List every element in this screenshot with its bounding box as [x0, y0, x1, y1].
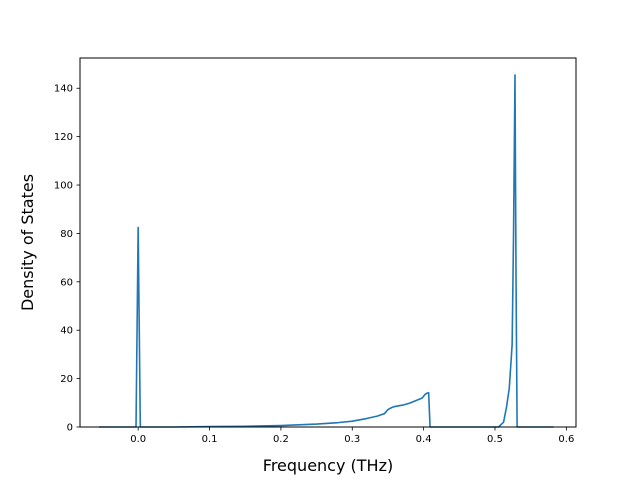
- ticks-layer: 0.0 0.1 0.2 0.3 0.4 0.5 0.6 0 20 40 60 80 100 120 140: [54, 84, 574, 445]
- series-layer: [98, 74, 554, 428]
- y-tick-label: 120: [54, 132, 73, 143]
- x-tick-label: 0.5: [487, 434, 503, 445]
- y-tick-label: 20: [60, 374, 73, 385]
- x-tick-label: 0.6: [558, 434, 574, 445]
- x-tick-label: 0.0: [130, 434, 146, 445]
- y-tick-label: 80: [60, 229, 73, 240]
- x-tick-label: 0.2: [273, 434, 289, 445]
- y-tick-label: 100: [54, 181, 73, 192]
- y-tick-label: 0: [67, 423, 73, 434]
- y-axis-label: Density of States: [18, 174, 37, 311]
- x-tick-label: 0.4: [416, 434, 432, 445]
- y-tick-label: 140: [54, 84, 73, 95]
- plot-frame: [79, 57, 577, 428]
- series-line-0: [98, 74, 554, 428]
- x-axis-label: Frequency (THz): [263, 456, 393, 475]
- x-tick-label: 0.3: [344, 434, 360, 445]
- y-tick-label: 60: [60, 277, 73, 288]
- x-tick-label: 0.1: [202, 434, 218, 445]
- y-tick-label: 40: [60, 326, 73, 337]
